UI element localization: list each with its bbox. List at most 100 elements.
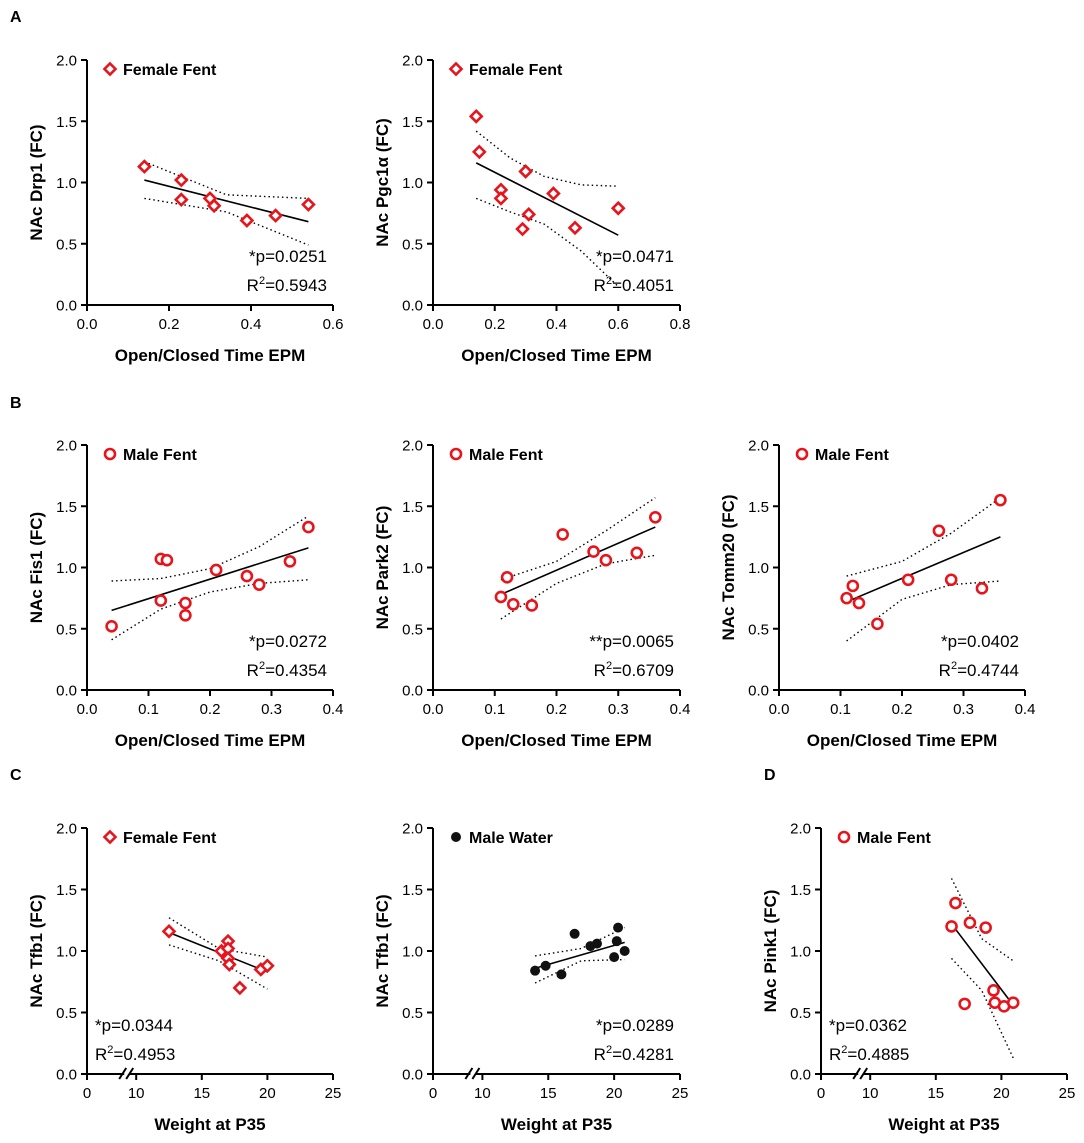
x-tick-label: 0 [429, 1085, 437, 1102]
y-tick-label: 1.5 [56, 114, 77, 131]
data-point [610, 200, 626, 216]
y-tick-label: 0.0 [56, 1067, 77, 1084]
x-tick-label: 0.1 [138, 701, 159, 718]
confidence-band-upper [144, 161, 309, 200]
r-squared-value: =0.5943 [265, 276, 327, 295]
r-squared-label: R2=0.4885 [829, 1044, 909, 1064]
x-tick-label: 15 [540, 1085, 557, 1102]
y-tick-label: 2.0 [56, 53, 77, 70]
y-tick-label: 1.5 [402, 499, 423, 516]
confidence-band-upper [846, 497, 1001, 577]
r-squared-superscript: 2 [951, 660, 957, 672]
data-point [493, 191, 509, 206]
y-tick-label: 0.0 [402, 298, 423, 315]
data-point [518, 164, 533, 179]
data-point [556, 969, 567, 980]
axis-break-mark [852, 1067, 862, 1080]
x-tick-label: 0.3 [953, 701, 974, 718]
p-value-label: *p=0.0289 [596, 1016, 674, 1035]
r-squared-superscript: 2 [107, 1044, 113, 1056]
data-point [500, 570, 514, 584]
x-tick-label: 0.0 [769, 701, 790, 718]
panel-letter-d: D [764, 767, 776, 784]
chart-fis1: 0.0 0.5 1.0 1.5 2.0 0.0 0.1 0.2 0.3 0.4 Open/Close… [27, 438, 343, 751]
y-tick-label: 2.0 [56, 438, 77, 455]
x-tick-label: 0.0 [423, 316, 444, 333]
r-squared-label: R2=0.4051 [594, 275, 674, 295]
x-tick-label: 0.0 [77, 701, 98, 718]
y-tick-label: 1.0 [748, 560, 769, 577]
y-tick-label: 1.5 [56, 499, 77, 516]
r-squared-superscript: 2 [841, 1044, 847, 1056]
data-point [206, 198, 222, 214]
legend-label: Male Fent [815, 447, 889, 464]
data-point [592, 938, 603, 949]
data-point [567, 220, 583, 236]
confidence-band-upper [475, 130, 619, 187]
y-tick-label: 0.5 [402, 236, 423, 253]
legend-label: Male Fent [857, 830, 931, 847]
data-point [994, 493, 1007, 507]
chart-park2: 0.0 0.5 1.0 1.5 2.0 0.0 0.1 0.2 0.3 0.4 Open/Close… [373, 438, 690, 751]
x-tick-label: 0.1 [830, 701, 851, 718]
legend-label: Male Water [469, 830, 553, 847]
data-point [556, 528, 569, 541]
data-point [630, 546, 644, 560]
data-point [179, 596, 192, 610]
x-tick-label: 0.4 [241, 316, 262, 333]
chart-drp1: 0.0 0.5 1.0 1.5 2.0 0.0 0.2 0.4 0.6 Open/Closed T… [27, 53, 343, 366]
x-axis-label: Open/Closed Time EPM [461, 731, 652, 750]
x-tick-label: 0.2 [546, 701, 567, 718]
x-axis-label: Open/Closed Time EPM [807, 731, 998, 750]
p-value-label: *p=0.0402 [941, 632, 1019, 651]
y-tick-label: 2.0 [402, 438, 423, 455]
confidence-band-lower [950, 957, 1014, 1059]
y-tick-label: 0.5 [56, 1005, 77, 1022]
chart-tfb1-male-water: 0.0 0.5 1.0 1.5 2.0 0 10 15 20 25 Weight at P35 NAc… [373, 821, 688, 1135]
data-point [301, 197, 316, 212]
axis-break-mark [464, 1067, 474, 1080]
r-squared-r: R [594, 661, 606, 680]
x-tick-label: 0.0 [77, 316, 98, 333]
data-point [161, 923, 177, 939]
x-tick-label: 0.2 [484, 316, 505, 333]
r-squared-label: R2=0.6709 [594, 660, 674, 680]
legend-marker [448, 61, 464, 77]
x-tick-label: 0.2 [892, 701, 913, 718]
x-tick-label: 0.2 [159, 316, 180, 333]
r-squared-superscript: 2 [606, 1044, 612, 1056]
data-point [209, 563, 223, 577]
data-point [515, 221, 530, 237]
y-tick-label: 1.0 [790, 944, 811, 961]
r-squared-value: =0.4953 [113, 1045, 175, 1064]
legend-marker [103, 447, 117, 461]
y-tick-label: 1.5 [790, 882, 811, 899]
x-tick-label: 10 [128, 1085, 145, 1102]
y-tick-label: 1.5 [56, 882, 77, 899]
y-tick-label: 0.5 [748, 621, 769, 638]
y-tick-label: 2.0 [402, 821, 423, 838]
data-point [471, 144, 487, 160]
x-tick-label: 0 [83, 1085, 91, 1102]
y-tick-label: 0.0 [748, 683, 769, 700]
y-tick-label: 0.0 [402, 1067, 423, 1084]
data-point [530, 965, 541, 976]
x-tick-label: 0.1 [484, 701, 505, 718]
data-point [268, 208, 283, 223]
y-axis-label: NAc Fis1 (FC) [27, 512, 46, 623]
chart-tomm20: 0.0 0.5 1.0 1.5 2.0 0.0 0.1 0.2 0.3 0.4 Open/Close… [719, 438, 1035, 751]
data-point [160, 553, 174, 567]
data-point [958, 997, 971, 1011]
y-tick-label: 2.0 [790, 821, 811, 838]
y-tick-label: 1.5 [402, 882, 423, 899]
axis-break-mark [471, 1067, 481, 1080]
confidence-band-lower [144, 197, 309, 246]
data-point [173, 192, 189, 207]
y-axis-label: NAc Pink1 (FC) [761, 890, 780, 1013]
legend-label: Female Fent [123, 62, 217, 79]
data-point [252, 578, 266, 591]
legend-marker [102, 61, 118, 77]
data-point [137, 159, 152, 174]
y-tick-label: 2.0 [56, 821, 77, 838]
